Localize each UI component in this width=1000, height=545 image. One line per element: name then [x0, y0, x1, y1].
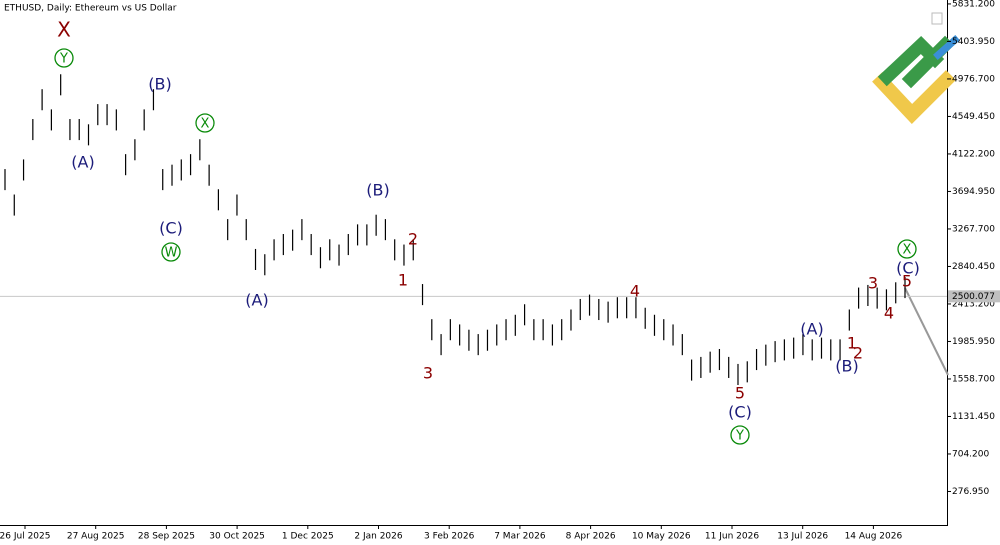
wave-label: (A): [71, 153, 94, 172]
x-tick-label: 27 Aug 2025: [67, 532, 125, 542]
y-tick-label: 1985.950: [952, 337, 995, 347]
y-tick-label: 3694.950: [952, 187, 995, 197]
x-tick-label: 11 Jun 2026: [705, 532, 759, 542]
wave-label: 2: [853, 344, 863, 363]
chart-title: ETHUSD, Daily: Ethereum vs US Dollar: [4, 4, 177, 14]
wave-circle: [730, 425, 750, 445]
y-tick-label: 5831.200: [952, 0, 995, 9]
wave-label: X: [201, 117, 210, 132]
wave-label: (B): [366, 181, 389, 200]
x-tick-label: 1 Dec 2025: [282, 532, 334, 542]
x-tick-label: 8 Apr 2026: [566, 532, 616, 542]
wave-label: 3: [423, 364, 433, 383]
projection-line: [904, 287, 949, 376]
y-tick-label: 5403.950: [952, 37, 995, 47]
current-price-label: 2500.077: [952, 292, 995, 302]
wave-circle: [161, 242, 181, 262]
wave-circle: [54, 48, 74, 68]
wave-label: 1: [847, 334, 857, 353]
wave-label: (A): [245, 291, 268, 310]
wave-label: 2: [408, 230, 418, 249]
x-tick-label: 3 Feb 2026: [424, 532, 475, 542]
wave-label: 3: [868, 274, 878, 293]
y-tick-label: 4549.450: [952, 112, 995, 122]
y-tick-label: 4122.200: [952, 149, 995, 159]
wave-label: (C): [728, 403, 752, 422]
wave-label: 5: [902, 272, 912, 291]
wave-label: (B): [835, 357, 858, 376]
wave-label: 5: [735, 384, 745, 403]
y-tick-label: 276.950: [952, 487, 989, 497]
x-tick-label: 2 Jan 2026: [354, 532, 402, 542]
wave-label: 1: [398, 271, 408, 290]
y-tick-label: 4976.700: [952, 74, 995, 84]
wave-label: 4: [884, 304, 894, 323]
corner-icon[interactable]: [931, 12, 943, 25]
x-tick-label: 26 Jul 2025: [0, 532, 50, 542]
wave-circle: [897, 239, 917, 259]
x-tick-label: 28 Sep 2025: [138, 532, 195, 542]
wave-circle: [195, 113, 215, 133]
wave-label: Y: [59, 52, 68, 67]
y-tick-label: 3267.700: [952, 224, 995, 234]
wave-label: X: [903, 243, 912, 258]
wave-label: Y: [735, 429, 744, 444]
wave-label: W: [165, 246, 178, 261]
y-tick-label: 1558.700: [952, 374, 995, 384]
x-tick-label: 14 Aug 2026: [845, 532, 903, 542]
x-tick-label: 13 Jul 2026: [777, 532, 828, 542]
wave-label: 4: [630, 282, 640, 301]
x-tick-label: 30 Oct 2025: [209, 532, 265, 542]
wave-label: (B): [148, 75, 171, 94]
x-tick-label: 10 May 2026: [632, 532, 691, 542]
wave-label: (A): [800, 320, 823, 339]
y-tick-label: 704.200: [952, 449, 989, 459]
y-tick-label: 1131.450: [952, 412, 995, 422]
x-tick-label: 7 Mar 2026: [494, 532, 546, 542]
y-tick-label: 2840.450: [952, 262, 995, 272]
current-price-box: [948, 290, 1000, 303]
logo: [872, 35, 960, 125]
wave-label: (C): [159, 219, 183, 238]
y-tick-label: 2413.200: [952, 299, 995, 309]
wave-label: X: [57, 18, 71, 42]
wave-label: (C): [896, 259, 920, 278]
